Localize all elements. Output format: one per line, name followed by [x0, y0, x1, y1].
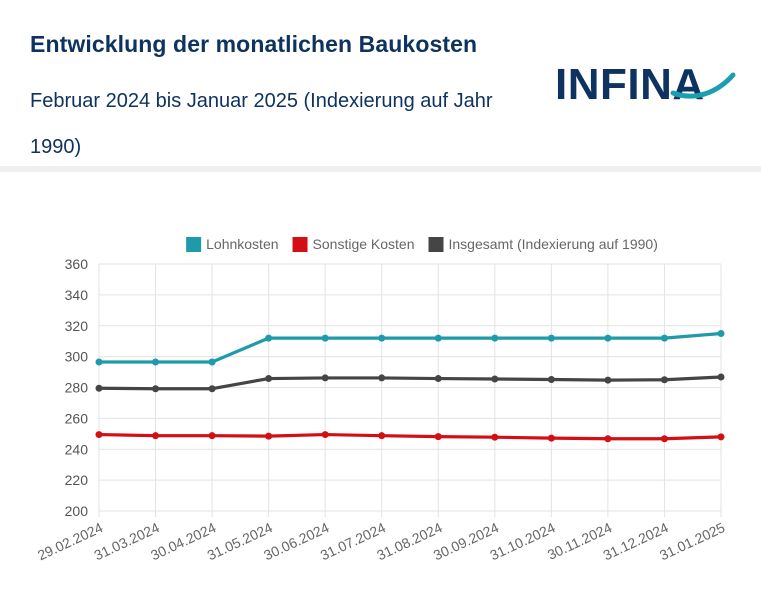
- data-point: [321, 334, 329, 342]
- data-point: [95, 358, 103, 366]
- data-point: [378, 374, 386, 382]
- page-subtitle: Februar 2024 bis Januar 2025 (Indexierun…: [30, 90, 493, 158]
- data-point: [152, 385, 160, 393]
- page-title: Entwicklung der monatlichen Baukosten: [30, 31, 478, 57]
- data-point: [604, 435, 612, 443]
- x-tick-label: 31.10.2024: [487, 519, 557, 563]
- legend-label: Lohnkosten: [206, 236, 278, 252]
- legend-label: Sonstige Kosten: [313, 236, 415, 252]
- data-point: [378, 334, 386, 342]
- data-point: [95, 431, 103, 439]
- series-line-0: [97, 331, 723, 364]
- data-point: [434, 375, 442, 383]
- data-point: [547, 434, 555, 442]
- data-point: [265, 375, 273, 383]
- infina-logo: INFINA: [555, 60, 736, 107]
- data-point: [434, 334, 442, 342]
- y-tick-label: 220: [65, 472, 89, 488]
- series-line-2: [97, 375, 723, 391]
- data-point: [717, 373, 725, 381]
- logo-swoosh: [670, 72, 736, 99]
- chart-area: 200 220 240 260 280 300 320 340 360 29.02.2024 31.…: [0, 172, 761, 614]
- data-point: [208, 385, 216, 393]
- y-tick-label: 240: [65, 441, 89, 457]
- data-point: [321, 374, 329, 382]
- legend-label: Insgesamt (Indexierung auf 1990): [449, 236, 658, 252]
- line-chart: 20022024026028030032034036029.02.202431.…: [35, 236, 727, 563]
- data-point: [547, 334, 555, 342]
- y-tick-label: 360: [65, 256, 89, 272]
- report-header: Entwicklung der monatlichen Baukosten Fe…: [0, 0, 761, 166]
- data-point: [265, 432, 273, 440]
- y-tick-label: 260: [65, 410, 89, 426]
- grid-layer: [98, 263, 722, 517]
- series-layer: [95, 329, 725, 443]
- data-point: [491, 334, 499, 342]
- data-point: [547, 375, 555, 383]
- data-point: [491, 375, 499, 383]
- y-tick-label: 320: [65, 318, 89, 334]
- data-point: [660, 376, 668, 384]
- data-point: [660, 435, 668, 443]
- y-tick-label: 280: [65, 380, 89, 396]
- data-point: [604, 376, 612, 384]
- data-point: [152, 358, 160, 366]
- data-point: [491, 433, 499, 441]
- legend-swatch: [186, 237, 202, 252]
- data-point: [434, 433, 442, 441]
- legend-swatch: [292, 237, 308, 252]
- y-tick-label: 200: [65, 503, 89, 519]
- logo-text: INFINA: [555, 60, 705, 107]
- x-tick-label: 31.01.2025: [657, 519, 727, 563]
- data-point: [265, 334, 273, 342]
- y-tick-label: 340: [65, 287, 89, 303]
- y-tick-label: 300: [65, 349, 89, 365]
- data-point: [208, 432, 216, 440]
- data-point: [660, 334, 668, 342]
- legend-swatch: [428, 237, 444, 252]
- data-point: [717, 433, 725, 441]
- data-point: [604, 334, 612, 342]
- header-divider: [0, 166, 761, 172]
- legend[interactable]: Lohnkosten Sonstige Kosten Insgesamt (Inde…: [186, 236, 658, 252]
- series-line-1: [97, 432, 723, 441]
- data-point: [152, 432, 160, 440]
- data-point: [717, 329, 725, 337]
- data-point: [95, 384, 103, 392]
- data-point: [321, 431, 329, 439]
- data-point: [378, 432, 386, 440]
- axis-layer: 20022024026028030032034036029.02.202431.…: [35, 256, 727, 563]
- data-point: [208, 358, 216, 366]
